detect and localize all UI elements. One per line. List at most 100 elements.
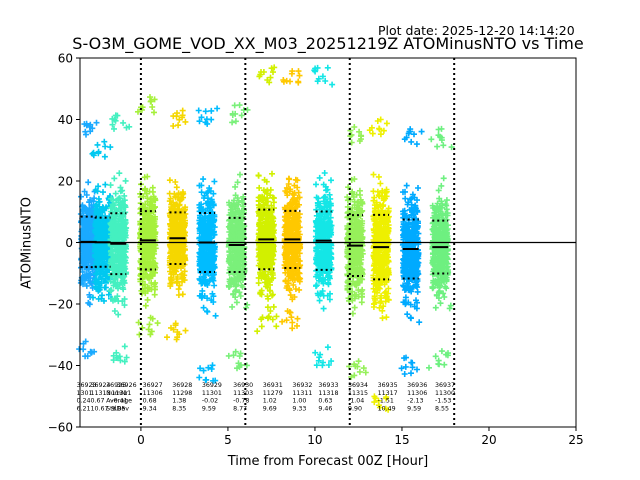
data-point [324,64,331,71]
data-point [329,81,336,88]
data-point [148,328,155,335]
series-group [164,107,189,343]
data-point [93,259,100,266]
data-point [229,119,236,126]
data-point [175,286,182,293]
data-point [202,108,209,115]
data-point [122,219,129,226]
data-point [270,303,277,310]
data-point [112,112,119,119]
data-point [121,280,128,287]
data-point [97,221,104,228]
data-point [100,249,107,256]
data-point [112,190,119,197]
data-point [204,308,210,315]
data-point [269,170,275,177]
data-point [142,302,149,309]
data-point [148,98,155,104]
data-point [113,206,120,213]
data-point [370,171,377,178]
data-point [103,268,110,275]
data-point [102,225,109,232]
data-point [81,121,88,128]
data-point [351,304,358,311]
data-point [117,247,124,254]
data-point [144,173,151,180]
data-point [358,299,365,306]
data-point [95,183,102,190]
data-point [117,255,124,262]
data-point [273,313,280,320]
data-point [238,112,245,119]
data-point [316,297,323,304]
data-point [102,284,109,291]
data-point [95,249,102,255]
data-point [83,247,90,254]
data-point [356,368,363,375]
data-point [115,226,121,232]
data-point [154,320,161,327]
data-point [172,179,179,185]
data-point [111,125,117,132]
data-point [349,310,356,317]
data-point [86,291,93,298]
data-point [200,304,207,311]
data-point [208,107,215,114]
data-point [143,190,150,197]
series-group [366,116,392,413]
data-point [173,184,180,191]
data-point [135,108,141,115]
data-point [82,272,88,279]
data-point [377,180,384,187]
data-point [107,182,114,189]
data-point [289,319,296,326]
data-point [144,296,151,303]
data-point [119,298,126,305]
data-point [316,174,323,181]
data-point [111,308,118,314]
data-point [83,282,90,289]
data-point [98,295,105,302]
data-point [149,184,156,191]
data-point [233,299,240,306]
data-point [294,315,301,322]
series-group [225,102,251,372]
data-point [107,226,114,233]
data-point [121,302,128,309]
data-point [377,131,384,138]
data-point [122,204,129,211]
data-point [121,343,128,350]
data-point [90,294,96,301]
data-point [102,205,109,212]
data-point [236,102,243,109]
data-point [95,232,102,239]
data-point [86,301,93,308]
data-point [383,314,390,321]
series-group [344,124,369,380]
data-point [108,219,115,226]
data-point [95,195,102,202]
data-point [114,293,121,300]
data-point [151,96,158,103]
data-point [145,326,152,333]
data-point [103,279,109,286]
data-point [91,348,98,355]
data-point [258,323,265,330]
data-point [295,68,302,75]
data-point [149,315,156,322]
data-point [96,284,103,291]
data-point [123,354,130,361]
data-point [255,172,262,179]
data-point [93,253,100,260]
data-point [102,143,109,150]
data-point [98,280,105,287]
data-point [82,353,89,360]
data-point [120,227,127,234]
data-point [108,256,115,263]
data-point [229,303,236,310]
data-point [149,104,156,110]
data-point [139,104,146,111]
data-point [166,177,173,184]
data-point [117,195,123,202]
data-point [107,287,114,294]
